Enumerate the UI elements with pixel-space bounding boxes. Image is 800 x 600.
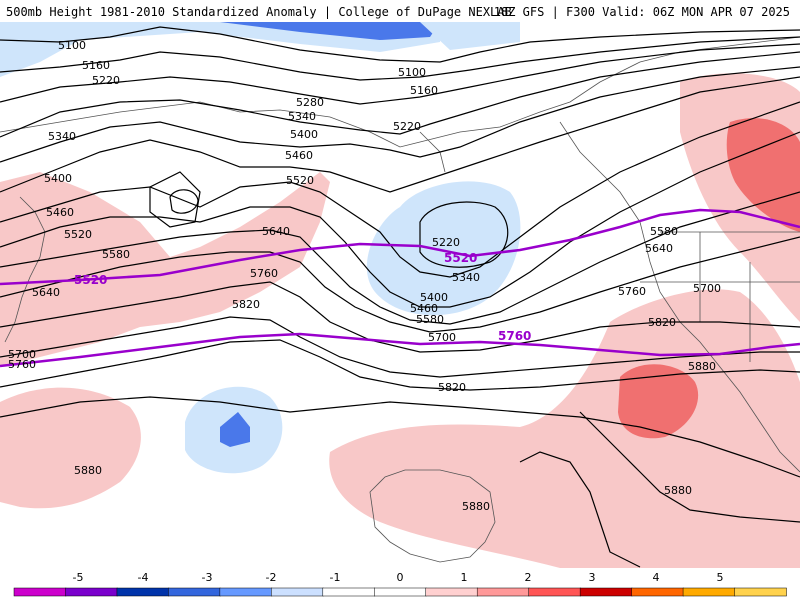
colorbar-tick: 1: [461, 571, 468, 584]
height-label: 5400: [420, 291, 448, 304]
negative-anomaly-shading: [0, 22, 521, 474]
height-label: 5820: [232, 298, 260, 311]
height-label: 5820: [438, 381, 466, 394]
height-label: 5700: [693, 282, 721, 295]
height-label: 5400: [290, 128, 318, 141]
height-label: 5640: [262, 225, 290, 238]
height-contours: [0, 26, 800, 568]
height-label: 5580: [650, 225, 678, 238]
colorbar-swatch: [13, 587, 67, 597]
height-label: 5160: [410, 84, 438, 97]
height-label: 5460: [410, 302, 438, 315]
colorbar-tick: 3: [589, 571, 596, 584]
height-label: 5700: [8, 348, 36, 361]
height-label: 5520: [64, 228, 92, 241]
height-label: 5520: [286, 174, 314, 187]
colorbar-tick-labels: -5 -4 -3 -2 -1 0 1 2 3 4 5: [73, 571, 724, 584]
height-label: 5340: [48, 130, 76, 143]
colorbar-swatch: [168, 587, 221, 597]
height-label: 5220: [393, 120, 421, 133]
height-label: 5280: [296, 96, 324, 109]
colorbar-swatch: [734, 587, 787, 597]
height-label: 5460: [46, 206, 74, 219]
colorbar-tick: -3: [202, 571, 213, 584]
colorbar-swatch: [65, 587, 118, 597]
purple-contours: [0, 208, 800, 368]
height-label: 5400: [44, 172, 72, 185]
colorbar-swatch: [579, 587, 633, 597]
model-valid-time: 18Z GFS | F300 Valid: 06Z MON APR 07 202…: [493, 5, 790, 19]
height-label: 5880: [664, 484, 692, 497]
colorbar-tick: -4: [138, 571, 149, 584]
height-label: 5640: [645, 242, 673, 255]
height-label: 5580: [416, 313, 444, 326]
colorbar-tick: -2: [266, 571, 277, 584]
anomaly-map: 5100 5160 5220 5340 5400 5460 5520 5580 …: [0, 22, 800, 568]
height-label: 5880: [74, 464, 102, 477]
colorbar-swatch: [116, 587, 170, 597]
colorbar-swatch: [219, 587, 273, 597]
colorbar: -5 -4 -3 -2 -1 0 1 2 3 4 5: [13, 571, 787, 597]
height-label: 5100: [58, 39, 86, 52]
colorbar-tick: 0: [397, 571, 404, 584]
colorbar-swatch: [271, 587, 324, 597]
height-label: 5220: [92, 74, 120, 87]
colorbar-swatch: [682, 587, 736, 597]
height-label: 5700: [428, 331, 456, 344]
height-label: 5760: [250, 267, 278, 280]
colorbar-swatches: [13, 587, 787, 597]
height-label: 5640: [32, 286, 60, 299]
height-label: 5760: [618, 285, 646, 298]
height-label: 5880: [688, 360, 716, 373]
map-title: 500mb Height 1981-2010 Standardized Anom…: [6, 5, 512, 19]
height-label: 5340: [288, 110, 316, 123]
height-label: 5340: [452, 271, 480, 284]
contour-labels: 5100 5160 5220 5340 5400 5460 5520 5580 …: [8, 39, 721, 513]
height-label: 5760: [8, 358, 36, 371]
height-label: 5160: [82, 59, 110, 72]
colorbar-swatch: [322, 587, 376, 597]
colorbar-tick: -1: [330, 571, 341, 584]
height-label: 5460: [285, 149, 313, 162]
colorbar-swatch: [425, 587, 478, 597]
colorbar-swatch: [476, 587, 530, 597]
colorbar-tick: 2: [525, 571, 532, 584]
height-label: 5820: [648, 316, 676, 329]
colorbar-tick: 5: [717, 571, 724, 584]
map-header: 500mb Height 1981-2010 Standardized Anom…: [0, 0, 800, 22]
colorbar-swatch: [631, 587, 684, 597]
purple-height-label: 5760: [498, 329, 531, 343]
height-label: 5880: [462, 500, 490, 513]
height-label: 5220: [432, 236, 460, 249]
purple-height-label: 5520: [74, 273, 107, 287]
purple-height-label: 5520: [444, 251, 477, 265]
positive-anomaly-shading: [0, 73, 800, 568]
colorbar-tick: 4: [653, 571, 660, 584]
height-label: 5100: [398, 66, 426, 79]
height-label: 5580: [102, 248, 130, 261]
colorbar-swatch: [528, 587, 581, 597]
colorbar-swatch: [374, 587, 427, 597]
colorbar-tick: -5: [73, 571, 84, 584]
